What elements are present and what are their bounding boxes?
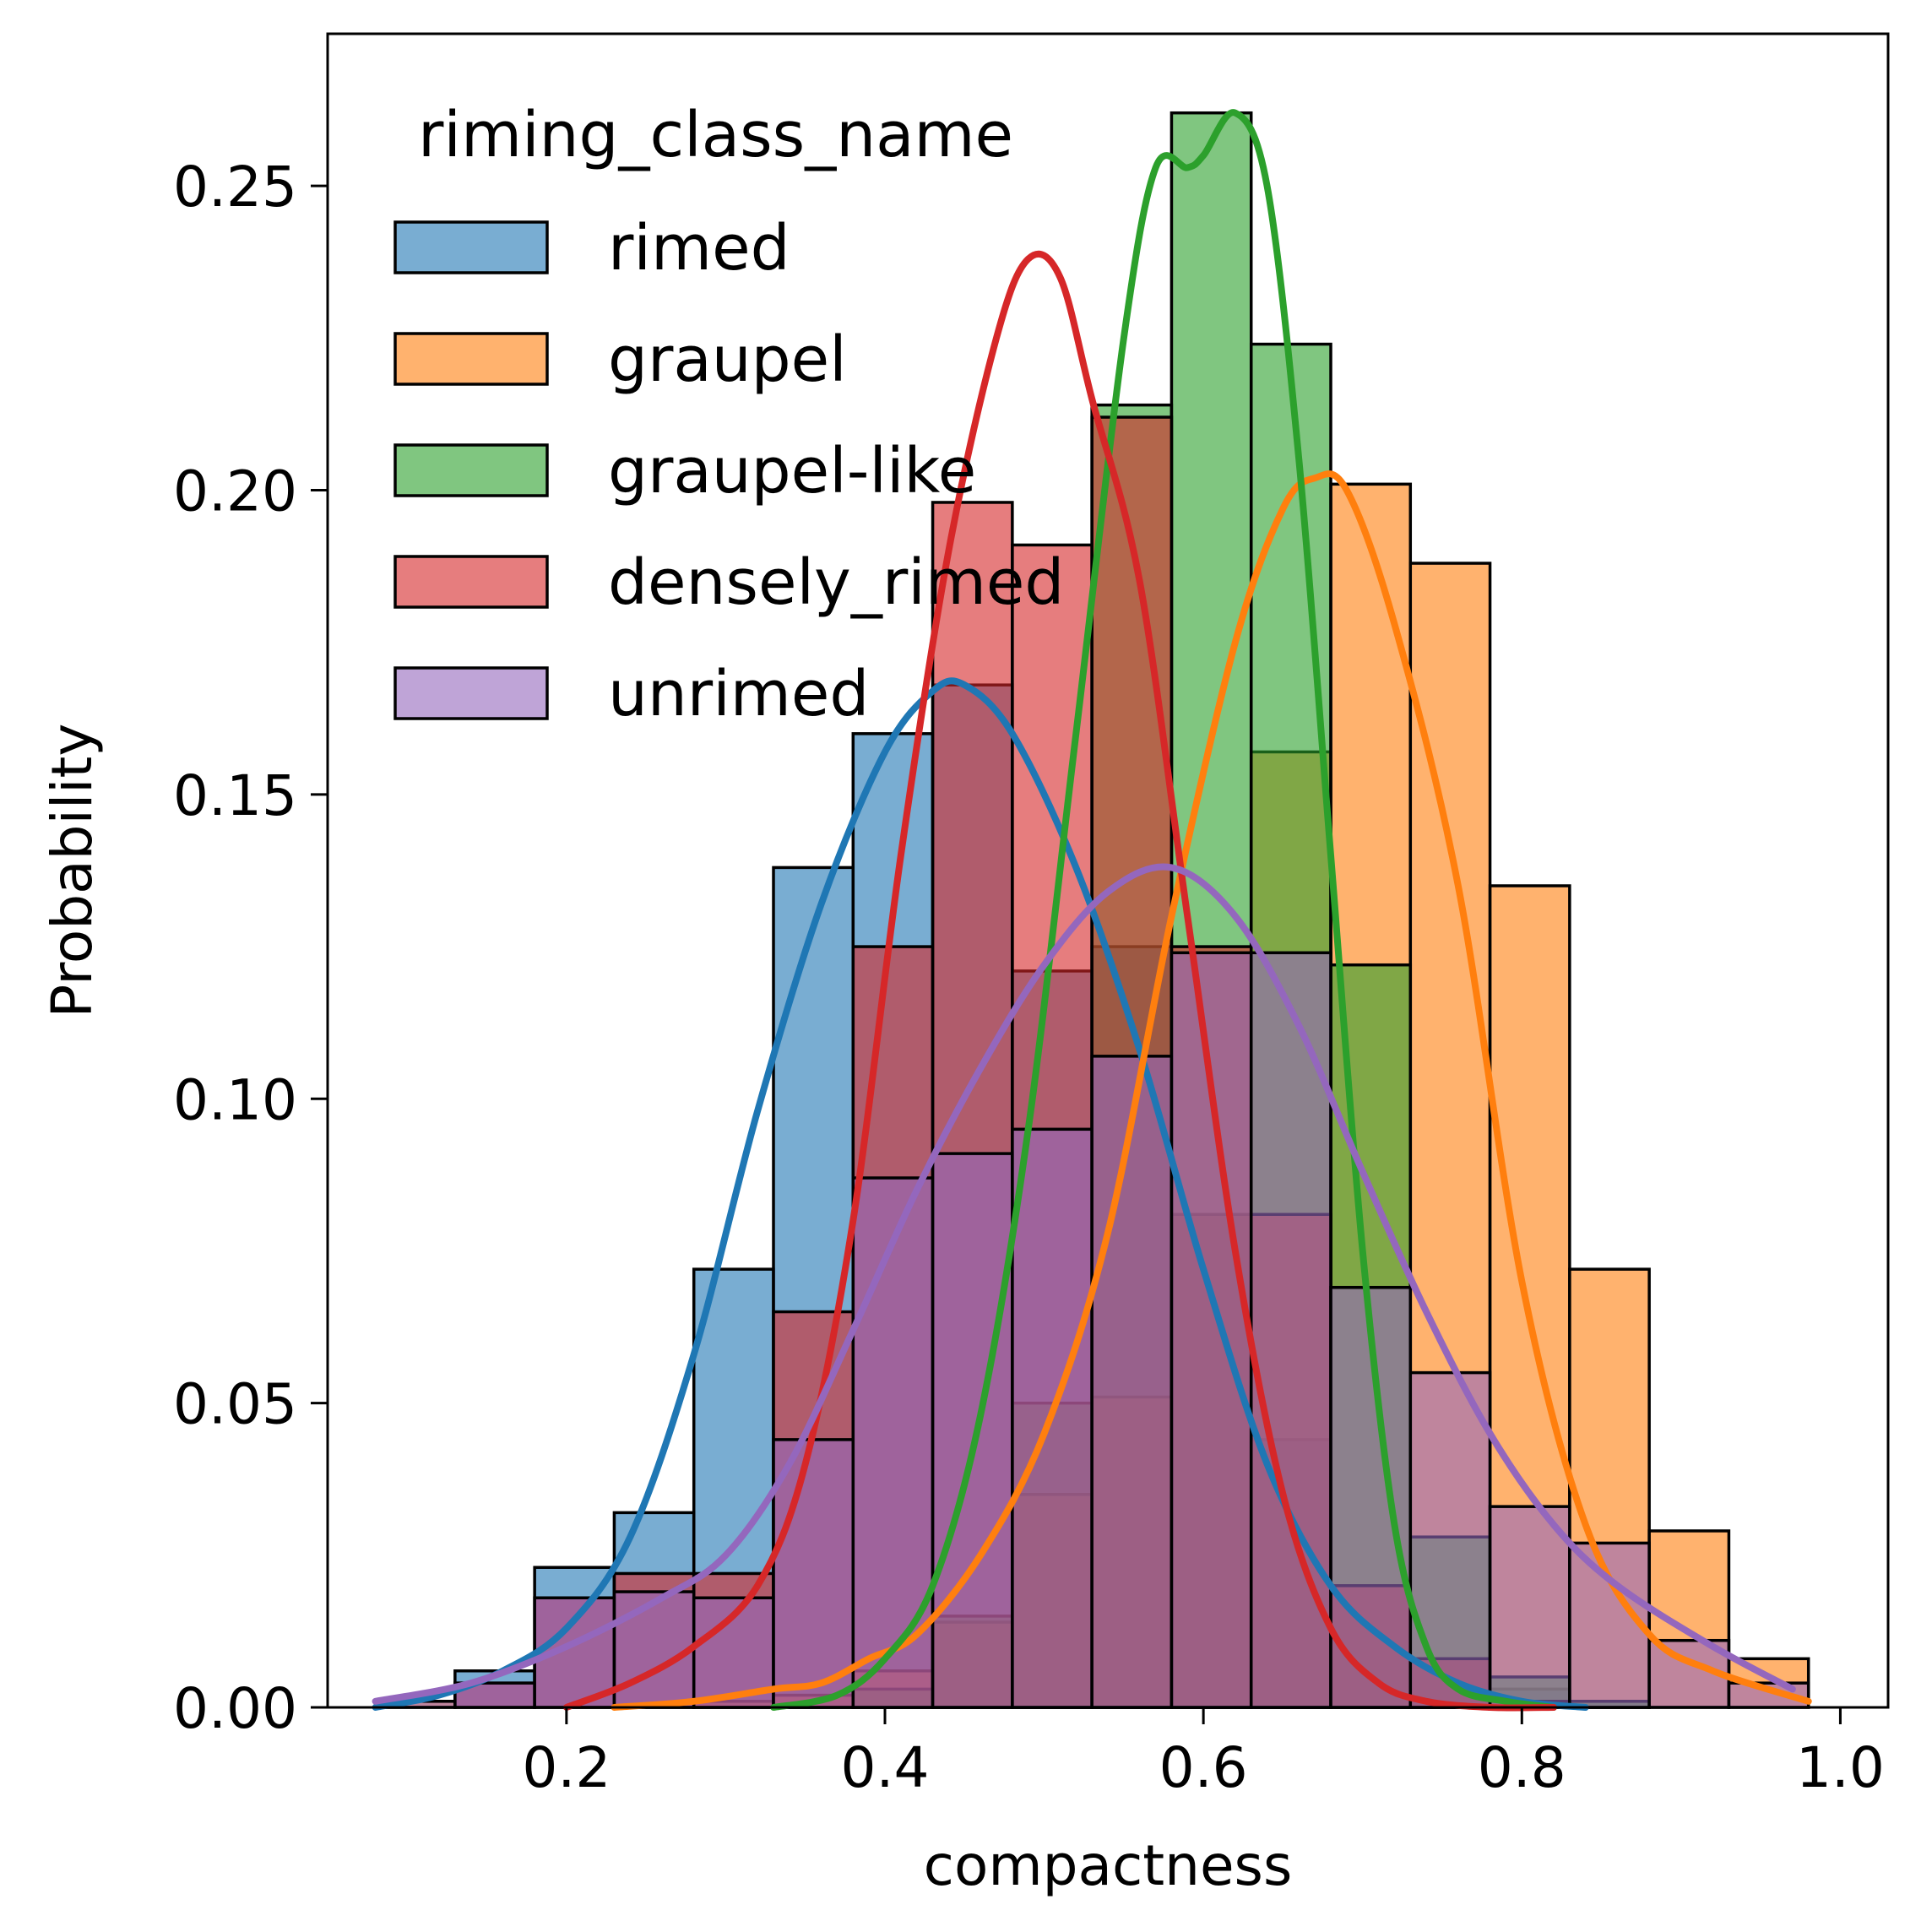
kde-rimed bbox=[372, 677, 1589, 1711]
y-tick-label: 0.10 bbox=[173, 1067, 297, 1132]
x-axis-label: compactness bbox=[924, 1833, 1293, 1898]
y-axis-ticks: 0.00 0.05 0.10 0.15 0.20 0.25 bbox=[173, 155, 328, 1741]
kde-curves bbox=[372, 109, 1812, 1712]
y-tick-label: 0.25 bbox=[173, 155, 297, 220]
x-axis-ticks: 0.2 0.4 0.6 0.8 1.0 bbox=[522, 1707, 1885, 1800]
bar-unrimed-3 bbox=[612, 1590, 696, 1709]
y-tick-label: 0.20 bbox=[173, 459, 297, 524]
legend-label-graupel: graupel bbox=[608, 323, 847, 396]
bar-unrimed-5 bbox=[772, 1438, 855, 1709]
x-tick-label: 1.0 bbox=[1796, 1735, 1885, 1800]
x-tick-label: 0.6 bbox=[1159, 1735, 1248, 1800]
legend-swatch-graupel bbox=[393, 332, 549, 386]
legend-swatch-densely_rimed bbox=[393, 555, 549, 609]
y-tick-label: 0.00 bbox=[173, 1676, 297, 1741]
legend-label-graupel-like: graupel-like bbox=[608, 435, 976, 507]
legend-swatch-graupel-like bbox=[393, 443, 549, 497]
legend-swatch-unrimed bbox=[393, 666, 549, 720]
plot-frame bbox=[326, 32, 1890, 1709]
bar-unrimed-14 bbox=[1488, 1505, 1571, 1709]
bar-unrimed-9 bbox=[1090, 1055, 1174, 1709]
legend-swatch-rimed bbox=[393, 220, 549, 274]
bars-unrimed bbox=[373, 951, 1810, 1709]
bar-unrimed-7 bbox=[931, 1152, 1014, 1709]
y-tick-label: 0.15 bbox=[173, 763, 297, 828]
legend: riming_class_name rimed graupel graupel-li… bbox=[393, 99, 1064, 730]
x-tick-label: 0.8 bbox=[1478, 1735, 1566, 1800]
bar-unrimed-15 bbox=[1568, 1541, 1651, 1709]
y-axis-label: Probability bbox=[40, 724, 105, 1018]
kde-densely_rimed bbox=[562, 250, 1557, 1712]
legend-label-densely_rimed: densely_rimed bbox=[608, 546, 1064, 619]
legend-title: riming_class_name bbox=[418, 99, 1013, 171]
bar-unrimed-13 bbox=[1408, 1370, 1492, 1709]
legend-label-unrimed: unrimed bbox=[608, 658, 869, 730]
kde-unrimed bbox=[372, 863, 1796, 1705]
kde-graupel-like bbox=[770, 109, 1557, 1711]
y-tick-label: 0.05 bbox=[173, 1372, 297, 1437]
x-tick-label: 0.4 bbox=[841, 1735, 930, 1800]
legend-label-rimed: rimed bbox=[608, 212, 790, 285]
x-tick-label: 0.2 bbox=[522, 1735, 611, 1800]
